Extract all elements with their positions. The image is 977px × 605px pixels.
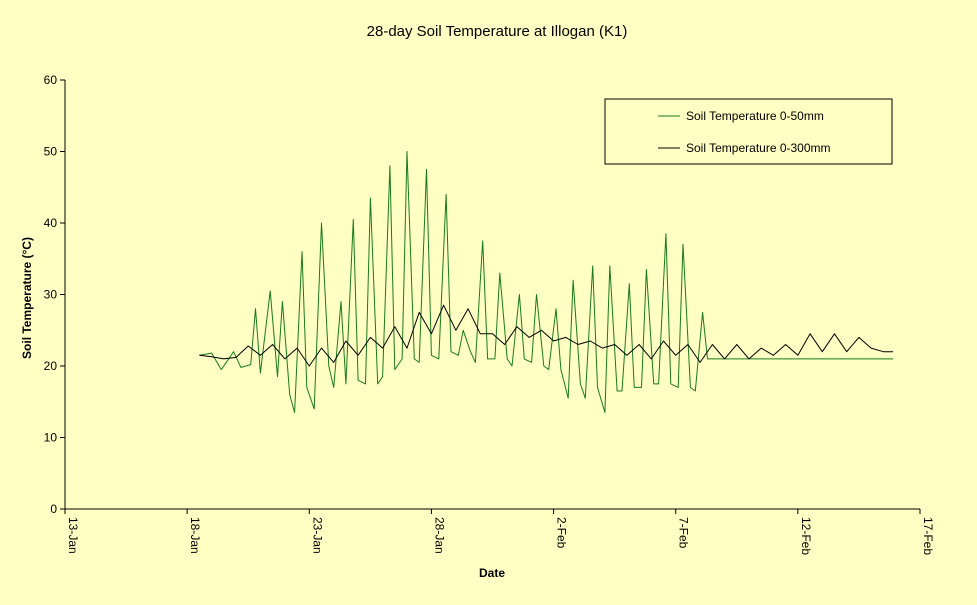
- x-tick-label: 28-Jan: [432, 517, 446, 554]
- x-tick-label: 2-Feb: [555, 517, 569, 549]
- x-tick-label: 17-Feb: [921, 517, 935, 555]
- series-line-0-300mm: [199, 304, 894, 367]
- x-axis: 13-Jan 18-Jan 23-Jan 28-Jan 2-Feb 7-Feb 12-Feb…: [64, 509, 935, 555]
- y-tick-label: 10: [44, 431, 58, 445]
- legend-label-0-50mm: Soil Temperature 0-50mm: [686, 109, 824, 123]
- y-axis-title: Soil Temperature (°C): [20, 237, 34, 359]
- x-tick-label: 23-Jan: [310, 517, 324, 554]
- y-axis: 0 10 20 30 40 50 60: [44, 73, 65, 516]
- x-tick-label: 18-Jan: [188, 517, 202, 554]
- legend: Soil Temperature 0-50mm Soil Temperature…: [604, 98, 893, 165]
- chart-title: 28-day Soil Temperature at Illogan (K1): [367, 23, 628, 40]
- y-tick-label: 0: [50, 502, 57, 516]
- series-line-0-50mm: [199, 151, 894, 413]
- y-tick-label: 30: [44, 288, 58, 302]
- legend-label-0-300mm: Soil Temperature 0-300mm: [686, 141, 831, 155]
- y-tick-label: 20: [44, 359, 58, 373]
- y-tick-label: 60: [44, 73, 58, 87]
- x-tick-label: 12-Feb: [799, 517, 813, 555]
- x-tick-label: 13-Jan: [66, 517, 80, 554]
- legend-box: [604, 98, 893, 165]
- y-tick-label: 40: [44, 216, 58, 230]
- y-tick-label: 50: [44, 145, 58, 159]
- plot-series: [199, 151, 894, 413]
- x-tick-label: 7-Feb: [677, 517, 691, 549]
- x-axis-title: Date: [479, 566, 505, 580]
